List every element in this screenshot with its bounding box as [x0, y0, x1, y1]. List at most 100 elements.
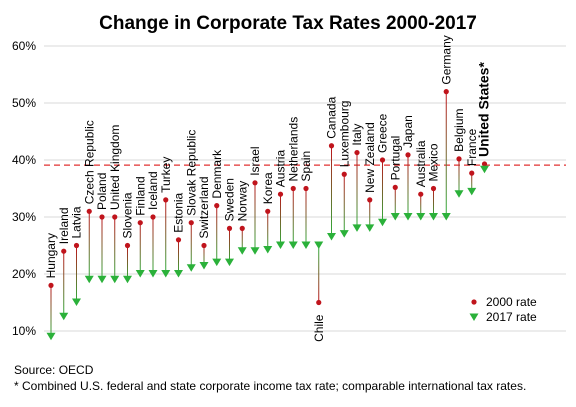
point-2000-rate: [86, 208, 92, 214]
category-label: Ireland: [57, 207, 71, 244]
category-label: Italy: [350, 124, 364, 146]
point-2000-rate: [481, 161, 488, 167]
point-2017-rate: [186, 264, 196, 272]
grid-lines: [44, 45, 566, 332]
point-2017-rate: [46, 332, 56, 341]
point-2017-rate: [225, 258, 234, 267]
legend-label-2000: 2000 rate: [486, 295, 537, 309]
point-2017-rate: [276, 241, 285, 249]
legend-marker-2017: [469, 313, 479, 321]
category-label: Iceland: [146, 171, 160, 210]
point-2017-rate: [97, 275, 107, 284]
point-2017-rate: [327, 232, 336, 241]
y-tick-label: 60%: [12, 39, 36, 53]
category-label: Chile: [312, 314, 326, 342]
point-2017-rate: [110, 275, 120, 284]
point-2000-rate: [150, 214, 156, 220]
connector-lines: [50, 91, 485, 337]
category-label: Latvia: [70, 206, 84, 238]
point-2000-rate: [214, 203, 220, 209]
point-2017-rate: [390, 213, 400, 221]
category-label: Sweden: [223, 178, 237, 221]
category-label: Germany: [439, 35, 453, 84]
y-tick-label: 10%: [12, 324, 36, 338]
point-2017-rate: [263, 246, 273, 254]
point-2000-rate: [430, 185, 437, 192]
category-label: Czech Republic: [82, 120, 96, 204]
legend: 2000 rate 2017 rate: [469, 295, 537, 324]
point-2017-rate: [135, 270, 145, 278]
legend-label-2017: 2017 rate: [486, 310, 537, 324]
point-2000-rate: [303, 185, 309, 192]
point-2000-rate: [418, 191, 424, 197]
point-2017-rate: [480, 165, 489, 174]
point-2017-rate: [416, 213, 426, 221]
category-label: Mexico: [427, 143, 441, 181]
point-2000-rate: [73, 242, 80, 249]
category-label: United Kingdom: [108, 125, 122, 210]
category-label: Netherlands: [286, 117, 300, 182]
category-label: Austria: [274, 150, 288, 188]
point-2000-rate: [277, 191, 284, 197]
category-label: Slovenia: [121, 192, 135, 238]
category-label: Poland: [95, 173, 109, 210]
point-2017-rate: [403, 213, 413, 221]
y-axis: 10% 20% 30% 40% 50% 60%: [12, 39, 36, 338]
point-2017-rate: [212, 258, 222, 267]
point-2000-rate: [137, 220, 143, 226]
point-2017-rate: [72, 298, 81, 306]
point-2000-rate: [290, 185, 296, 192]
chart-title: Change in Corporate Tax Rates 2000-2017: [99, 13, 477, 34]
point-2000-rate: [112, 214, 118, 220]
category-label: Spain: [299, 151, 313, 182]
point-2000-rate: [354, 149, 360, 156]
point-2000-rate: [379, 157, 386, 163]
point-2017-rate: [237, 247, 247, 255]
category-label: Hungary: [44, 233, 58, 278]
data-markers: [46, 89, 489, 341]
category-label: Japan: [401, 115, 415, 148]
point-2017-rate: [288, 241, 298, 249]
y-tick-label: 30%: [12, 210, 36, 224]
category-label: Luxembourg: [337, 101, 351, 168]
point-2017-rate: [148, 270, 158, 278]
point-2000-rate: [469, 170, 475, 176]
point-2017-rate: [301, 241, 311, 249]
category-label: Belgium: [452, 109, 466, 152]
y-tick-label: 50%: [12, 96, 36, 110]
category-label: Denmark: [210, 149, 224, 199]
point-2017-rate: [467, 187, 477, 196]
category-label: Canada: [325, 96, 339, 138]
point-2017-rate: [352, 224, 362, 232]
source-note: Source: OECD: [14, 363, 94, 377]
category-label: Portugal: [388, 136, 402, 181]
point-2000-rate: [226, 225, 233, 231]
category-label: Korea: [261, 172, 275, 204]
category-label: Estonia: [172, 192, 186, 232]
point-2017-rate: [429, 213, 438, 221]
point-2000-rate: [316, 299, 322, 306]
category-label: New Zealand: [363, 122, 377, 193]
point-2000-rate: [443, 89, 449, 95]
category-label: Finland: [133, 176, 147, 215]
point-2000-rate: [124, 242, 131, 249]
point-2017-rate: [123, 275, 132, 284]
point-2000-rate: [252, 180, 258, 186]
y-tick-label: 20%: [12, 267, 36, 281]
category-label: Turkey: [159, 157, 173, 193]
point-2000-rate: [392, 184, 398, 190]
category-label: Norway: [235, 181, 249, 222]
category-label: Slovak Republic: [184, 130, 198, 216]
legend-marker-2000: [471, 299, 477, 305]
category-label: France: [465, 128, 479, 166]
point-2000-rate: [239, 225, 245, 231]
point-2000-rate: [265, 208, 271, 214]
point-2000-rate: [175, 237, 182, 243]
category-label: United States*: [476, 62, 492, 157]
point-2000-rate: [61, 248, 67, 254]
point-2017-rate: [174, 270, 183, 278]
category-label: Greece: [376, 113, 390, 153]
point-2017-rate: [365, 224, 375, 232]
